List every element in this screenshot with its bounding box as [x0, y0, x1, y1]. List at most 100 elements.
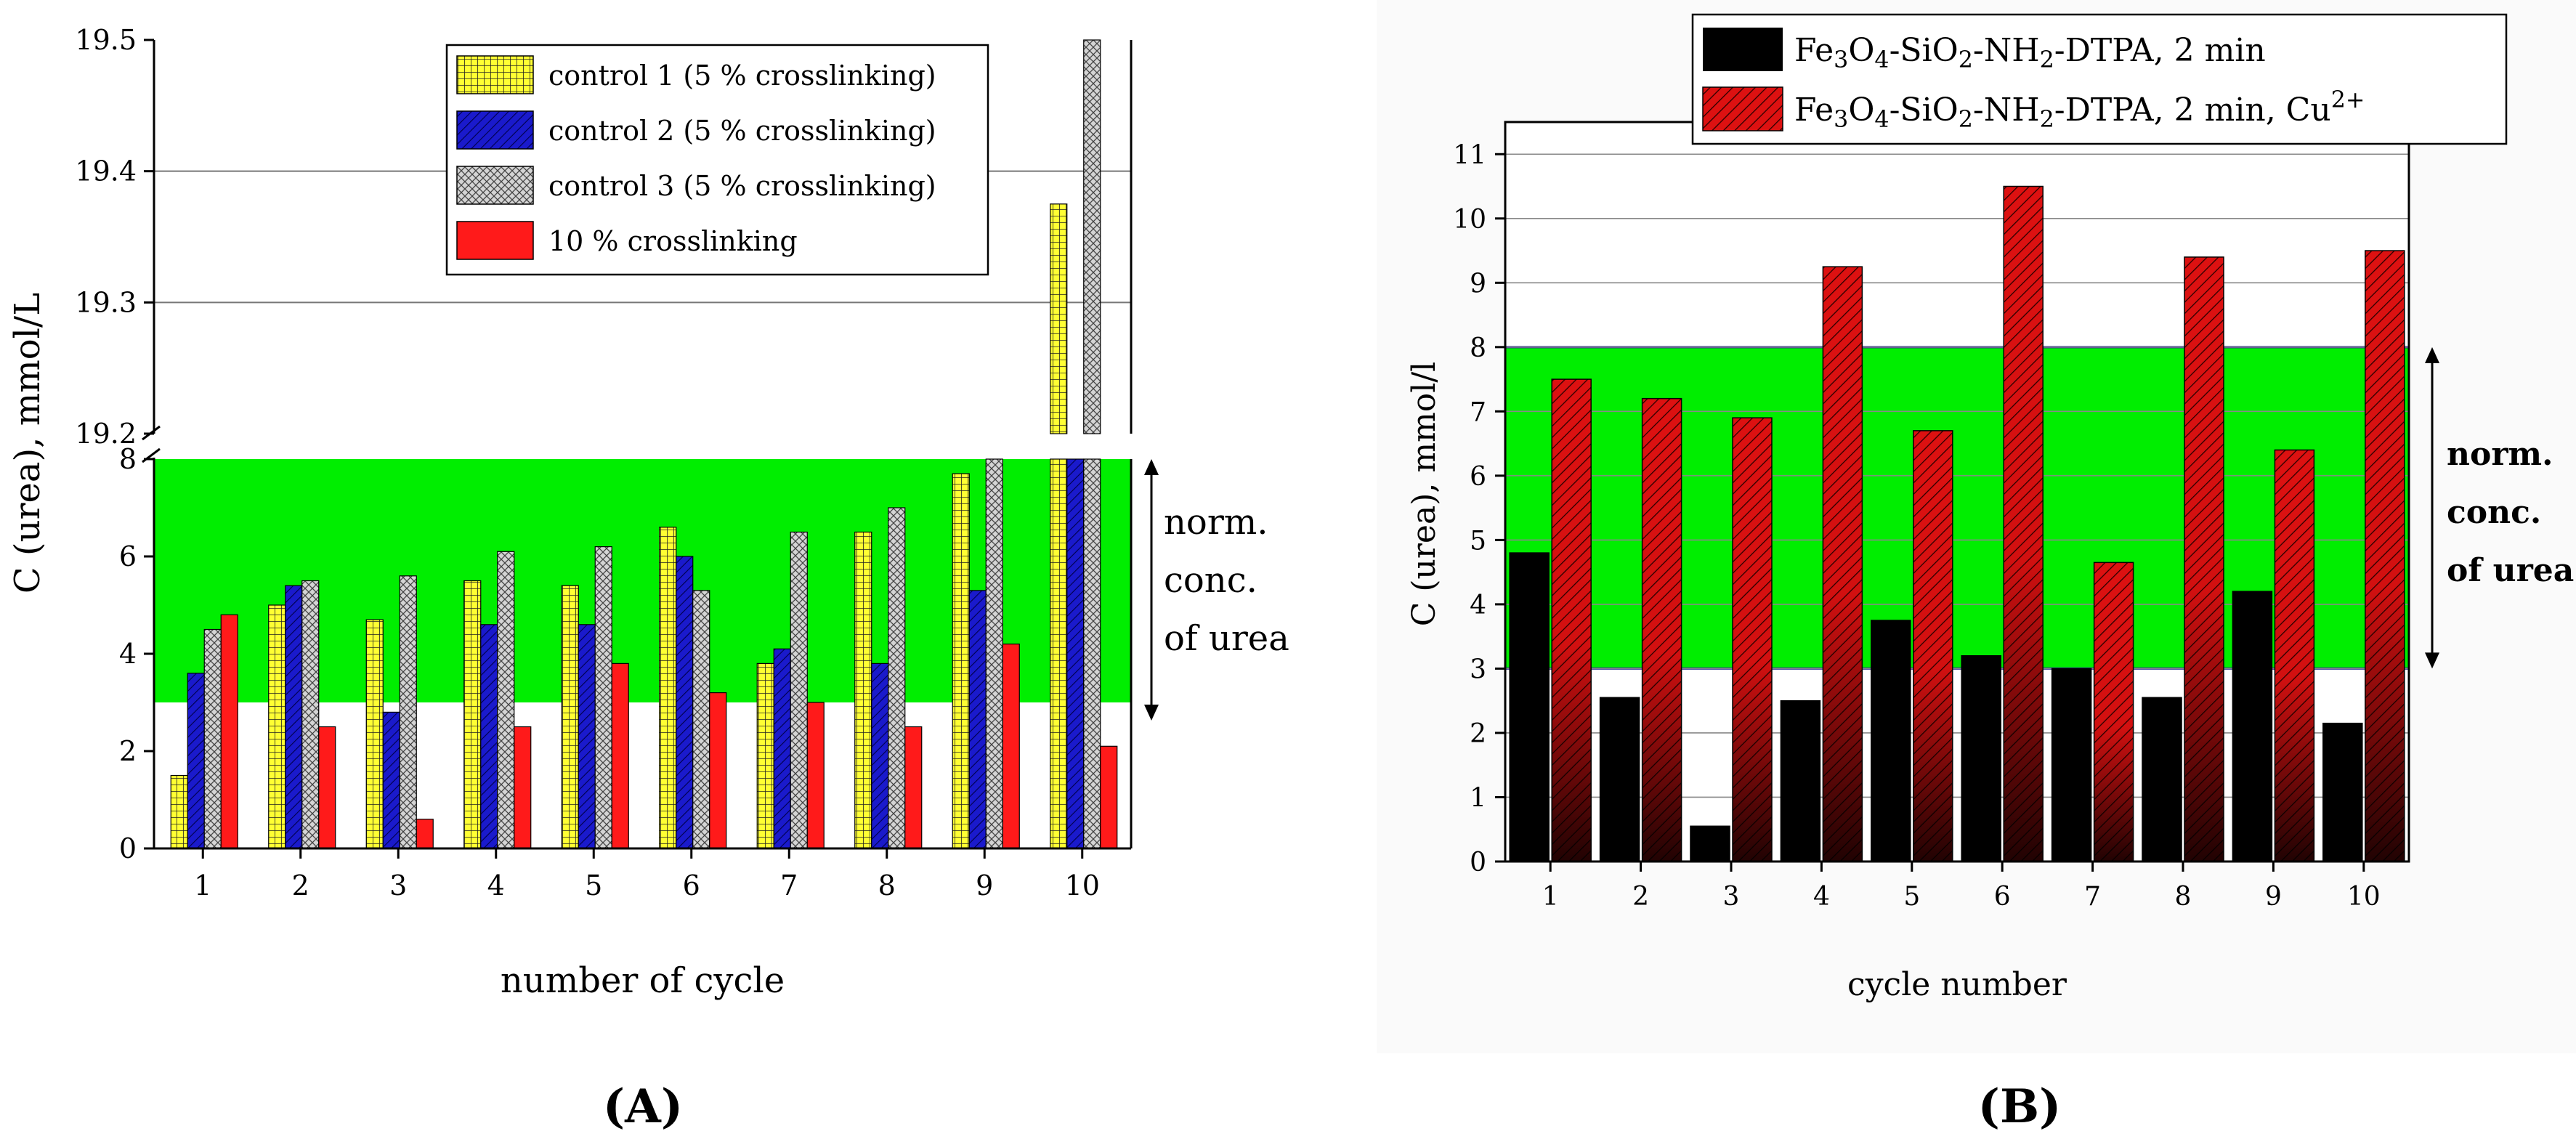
- x-tick-label: 3: [1723, 882, 1740, 912]
- norm-annotation-line: of urea: [1164, 618, 1289, 659]
- norm-annotation-line: conc.: [1164, 560, 1257, 601]
- y-tick-label: 10: [1453, 205, 1486, 235]
- bar-shading: [2184, 256, 2224, 862]
- norm-annotation-line: conc.: [2447, 494, 2541, 531]
- x-tick-label: 3: [389, 870, 407, 901]
- bar: [968, 590, 987, 849]
- bar: [611, 662, 629, 849]
- x-tick-label: 6: [683, 870, 700, 901]
- legend-swatch: [456, 221, 534, 260]
- bar: [301, 580, 320, 849]
- bar: [773, 648, 791, 849]
- bar: [709, 692, 727, 849]
- bar: [365, 619, 384, 849]
- bar-shading: [1552, 379, 1592, 862]
- x-tick-label: 5: [585, 870, 602, 901]
- bar: [514, 726, 532, 849]
- bar-shading: [2365, 251, 2405, 862]
- bar: [480, 624, 498, 849]
- bar-shading: [1823, 267, 1863, 862]
- bar: [659, 527, 677, 849]
- bar: [2232, 591, 2273, 862]
- legend-label: 10 % crosslinking: [548, 225, 798, 257]
- bar: [854, 531, 872, 849]
- bar: [1961, 654, 2001, 862]
- bar: [1690, 825, 1730, 862]
- x-axis-title: cycle number: [1847, 966, 2067, 1003]
- bar: [561, 585, 579, 849]
- bar: [268, 604, 286, 849]
- y-tick-label: 4: [119, 638, 137, 670]
- bar: [2322, 722, 2363, 862]
- legend-label: control 2 (5 % crosslinking): [548, 115, 936, 147]
- legend-swatch: [456, 55, 534, 94]
- bar: [1780, 700, 1821, 862]
- y-tick-label: 6: [1470, 462, 1486, 492]
- bar: [1083, 458, 1101, 849]
- norm-annotation-line: of urea: [2447, 552, 2574, 589]
- legend-box: [445, 44, 989, 276]
- y-tick-label: 3: [1470, 654, 1486, 684]
- bar: [497, 551, 515, 849]
- x-tick-label: 5: [1903, 882, 1920, 912]
- y-tick-label: 19.2: [75, 418, 137, 450]
- axis-break-mark: [142, 425, 161, 463]
- y-tick-label: 4: [1470, 591, 1486, 620]
- legend-swatch: [456, 166, 534, 205]
- bar: [692, 590, 710, 849]
- bar: [170, 774, 188, 849]
- bar: [1066, 458, 1085, 849]
- y-tick-label: 2: [119, 735, 137, 767]
- y-tick-label: 8: [1470, 333, 1486, 363]
- y-tick-label: 19.4: [75, 155, 137, 187]
- bar: [382, 711, 400, 849]
- legend-label: Fe3​O4​-SiO2​-NH2​-DTPA, 2 min: [1794, 32, 2266, 73]
- legend-swatch: [1702, 86, 1783, 131]
- bar: [203, 628, 222, 849]
- x-tick-label: 4: [1813, 882, 1830, 912]
- bar: [416, 819, 434, 849]
- legend-label: Fe3​O4​-SiO2​-NH2​-DTPA, 2 min, Cu2+: [1794, 87, 2365, 133]
- panel-label-b: (B): [1978, 1079, 2062, 1134]
- panel-label-a: (A): [603, 1079, 683, 1134]
- bar: [952, 473, 970, 849]
- bar: [318, 726, 336, 849]
- y-axis-title: C (urea), mmol/L: [7, 293, 48, 593]
- norm-annotation-line: norm.: [2447, 436, 2553, 473]
- bar: [1100, 745, 1118, 849]
- y-tick-label: 8: [119, 443, 137, 475]
- bar: [399, 575, 417, 849]
- x-tick-label: 8: [878, 870, 896, 901]
- bar: [756, 662, 774, 849]
- legend-swatch: [1703, 28, 1783, 71]
- y-tick-label: 7: [1470, 397, 1486, 427]
- bar: [888, 507, 906, 849]
- bar: [1002, 643, 1020, 849]
- bar: [676, 556, 694, 849]
- x-tick-label: 7: [2084, 882, 2101, 912]
- bar: [1509, 552, 1550, 862]
- legend-label: control 3 (5 % crosslinking): [548, 170, 936, 202]
- bar: [871, 662, 889, 849]
- bar: [2142, 697, 2182, 862]
- y-tick-label: 9: [1470, 269, 1486, 299]
- y-axis-title: C (urea), mmol/l: [1406, 362, 1443, 627]
- norm-annotation-line: norm.: [1164, 502, 1268, 543]
- y-tick-label: 11: [1453, 140, 1486, 170]
- bar: [2051, 668, 2092, 862]
- bar: [1050, 203, 1068, 434]
- arrow-head: [1144, 705, 1159, 721]
- y-tick-label: 19.3: [75, 286, 137, 318]
- arrow-head: [1144, 459, 1159, 475]
- x-tick-label: 10: [2347, 882, 2381, 912]
- x-tick-label: 1: [1542, 882, 1559, 912]
- x-tick-label: 4: [487, 870, 505, 901]
- bar-shading: [1913, 430, 1953, 862]
- x-tick-label: 6: [1994, 882, 2011, 912]
- x-tick-label: 7: [780, 870, 798, 901]
- bar: [790, 531, 808, 849]
- bar: [1599, 697, 1640, 862]
